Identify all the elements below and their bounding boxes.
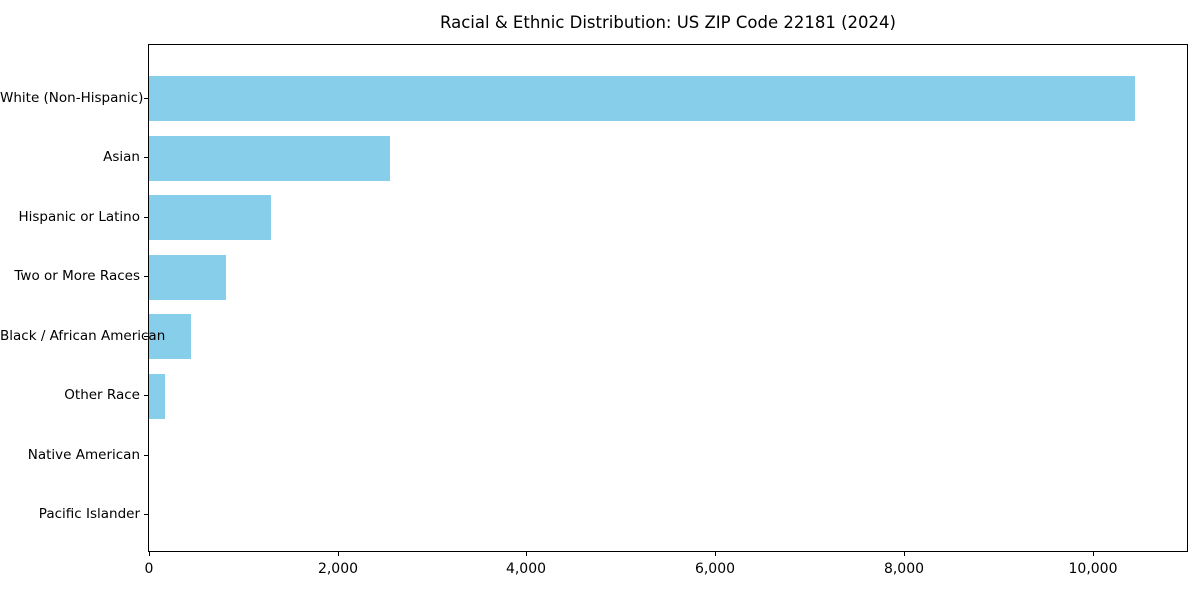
x-tick-label: 10,000 — [1068, 561, 1118, 577]
y-tick-mark — [144, 514, 148, 515]
y-tick-label-white-non-hispanic: White (Non-Hispanic) — [0, 90, 144, 106]
y-tick-label-asian: Asian — [103, 149, 140, 165]
x-tick-label: 2,000 — [317, 561, 359, 577]
x-tick-label: 0 — [144, 561, 154, 577]
y-tick-label-two-or-more-races: Two or More Races — [14, 268, 140, 284]
y-tick-label-native-american: Native American — [27, 447, 140, 463]
x-tick-mark — [1093, 552, 1094, 556]
bar-other-race — [149, 373, 165, 419]
x-tick-mark — [904, 552, 905, 556]
x-tick-mark — [526, 552, 527, 556]
y-tick-mark — [144, 455, 148, 456]
x-tick-label: 6,000 — [694, 561, 736, 577]
x-tick-mark — [338, 552, 339, 556]
y-tick-mark — [144, 395, 148, 396]
bar-two-or-more-races — [149, 254, 226, 300]
y-tick-mark — [144, 217, 148, 218]
x-tick-label: 8,000 — [883, 561, 925, 577]
y-tick-label-black-african-american: Black / African American — [0, 328, 166, 344]
x-tick-mark — [149, 552, 150, 556]
y-tick-label-other-race: Other Race — [64, 387, 140, 403]
bar-white-non-hispanic — [149, 76, 1135, 121]
y-tick-mark — [144, 276, 148, 277]
y-tick-mark — [144, 98, 148, 99]
bar-hispanic-or-latino — [149, 195, 271, 240]
plot-area — [148, 44, 1188, 552]
y-tick-label-pacific-islander: Pacific Islander — [38, 506, 140, 522]
y-tick-mark — [144, 336, 148, 337]
x-tick-mark — [715, 552, 716, 556]
y-tick-label-hispanic-or-latino: Hispanic or Latino — [18, 209, 140, 225]
bar-asian — [149, 135, 390, 181]
bar-black-african-american — [149, 314, 191, 359]
x-tick-label: 4,000 — [505, 561, 547, 577]
y-tick-mark — [144, 157, 148, 158]
chart-title: Racial & Ethnic Distribution: US ZIP Cod… — [440, 13, 896, 32]
